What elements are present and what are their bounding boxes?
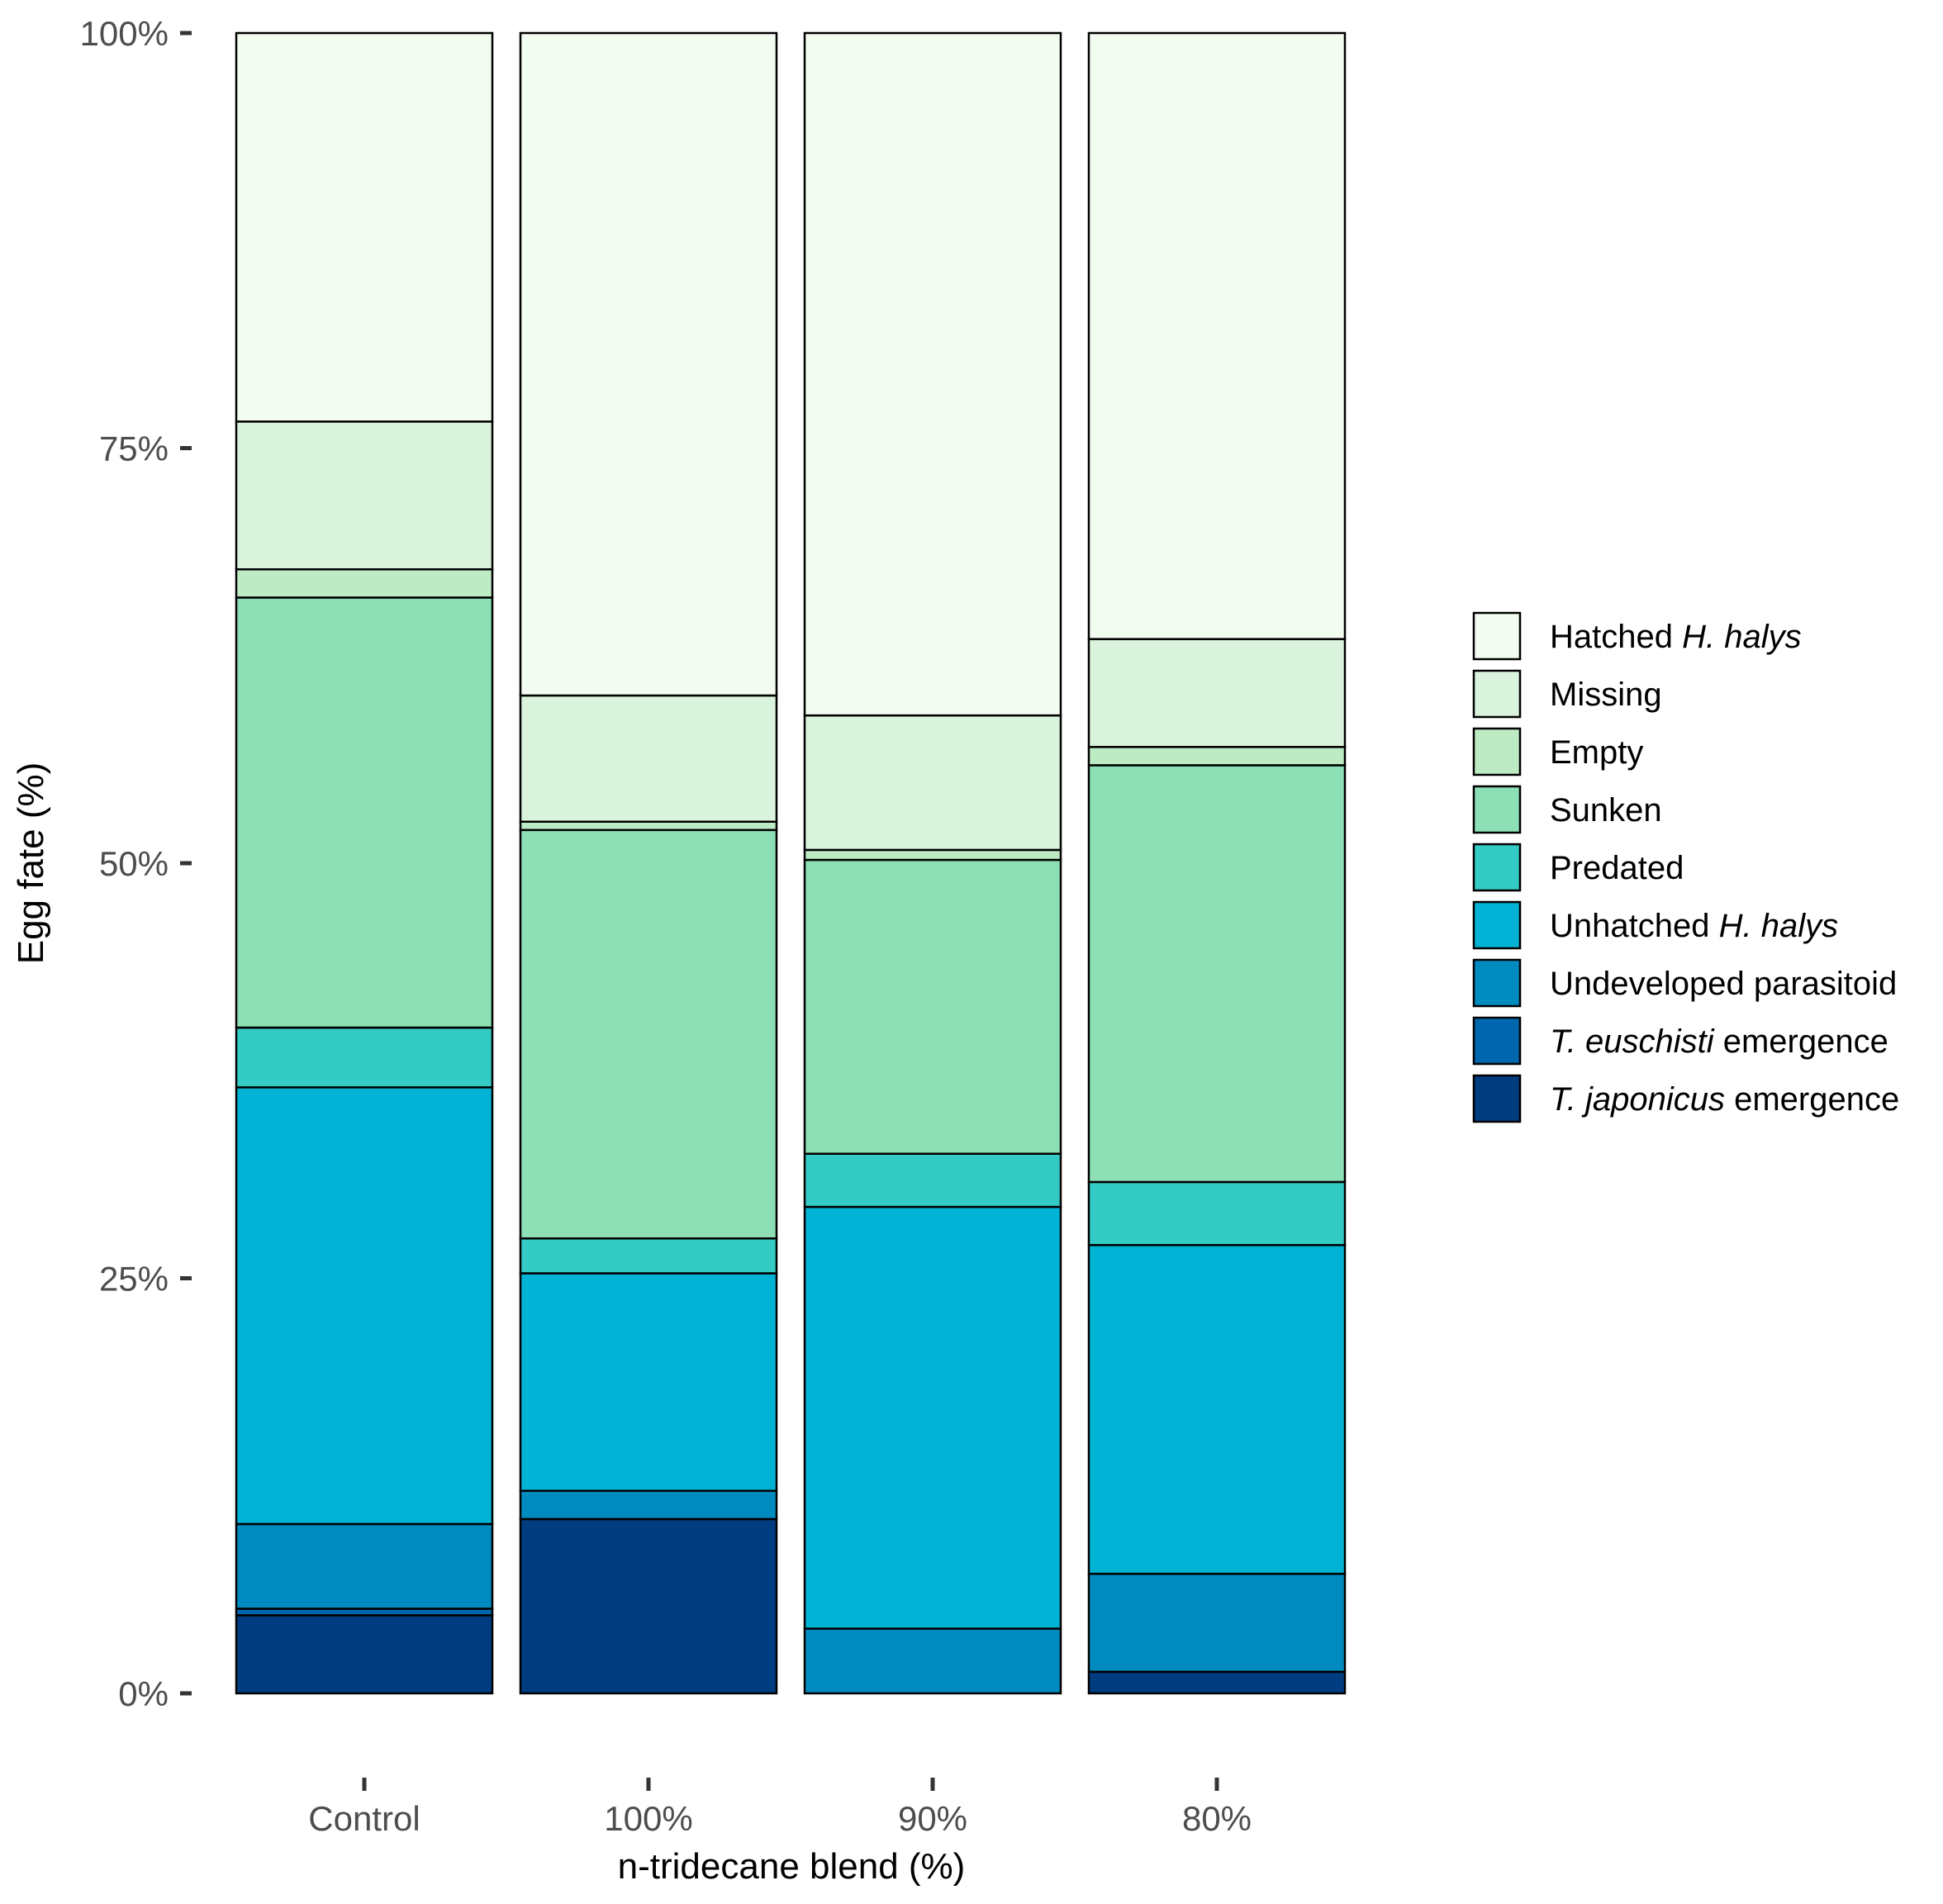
bar-segment [519, 1237, 778, 1275]
legend-item: Hatched H. halys [1472, 611, 1802, 661]
bar-segment [1087, 1573, 1347, 1674]
x-axis-title: n-tridecane blend (%) [618, 1846, 966, 1887]
bar-stack [519, 31, 778, 1695]
legend-label: Undeveloped parasitoid [1550, 966, 1897, 1002]
bar-segment [1087, 638, 1347, 748]
bar-segment [1087, 1244, 1347, 1575]
y-tick-label: 0% [118, 1674, 169, 1713]
legend-swatch [1472, 1074, 1522, 1123]
legend-item: Unhatched H. halys [1472, 900, 1838, 950]
legend-label: Empty [1550, 734, 1643, 771]
legend-swatch [1472, 900, 1522, 950]
legend-label: Unhatched H. halys [1550, 908, 1838, 944]
bar-segment [519, 829, 778, 1240]
legend-label: Hatched H. halys [1550, 619, 1802, 655]
bar-segment [235, 31, 494, 423]
bar-segment [235, 596, 494, 1029]
bar-segment [519, 1489, 778, 1521]
y-axis-title: Egg fate (%) [11, 762, 51, 965]
legend-swatch [1472, 785, 1522, 834]
bar-stack [235, 31, 494, 1695]
bar-segment [803, 848, 1062, 862]
bar-segment [235, 567, 494, 599]
bar-segment [1087, 746, 1347, 767]
bar-segment [803, 31, 1062, 717]
legend-swatch [1472, 958, 1522, 1008]
bars [235, 31, 1347, 1695]
legend-label: Sunken [1550, 792, 1662, 829]
x-tick-label: 80% [1182, 1799, 1252, 1838]
bar-segment [803, 1205, 1062, 1630]
bar-segment [1087, 1670, 1347, 1695]
bar-segment [1087, 31, 1347, 640]
legend-swatch [1472, 669, 1522, 719]
bar-segment [1087, 1180, 1347, 1246]
bar-segment [519, 31, 778, 697]
bar-segment [235, 1086, 494, 1526]
legend-swatch [1472, 1016, 1522, 1066]
legend-label: Missing [1550, 677, 1662, 713]
bar-segment [519, 694, 778, 823]
legend-swatch [1472, 843, 1522, 892]
legend-label: T. euschisti emergence [1550, 1023, 1888, 1060]
legend-item: Undeveloped parasitoid [1472, 958, 1897, 1008]
bar-segment [519, 1272, 778, 1493]
bar-segment [235, 1522, 494, 1610]
bar-segment [1087, 764, 1347, 1184]
legend-swatch [1472, 611, 1522, 661]
bar-stack [1087, 31, 1347, 1695]
legend-item: Missing [1472, 669, 1662, 719]
bar-segment [519, 820, 778, 832]
legend-item: T. japonicus emergence [1472, 1074, 1899, 1123]
legend: Hatched H. halys Missing Empty Sunken Predat… [1472, 611, 1899, 1123]
y-tick-label: 100% [80, 14, 169, 53]
bar-segment [235, 420, 494, 571]
bar-segment [803, 858, 1062, 1155]
bar-segment [803, 714, 1062, 852]
legend-item: Empty [1472, 727, 1643, 776]
legend-item: Predated [1472, 843, 1684, 892]
x-axis: Control 100% 90% 80% [308, 1778, 1252, 1838]
bar-segment [235, 1614, 494, 1695]
y-tick-label: 25% [99, 1260, 169, 1299]
bar-segment [235, 1026, 494, 1089]
y-tick-label: 50% [99, 844, 169, 883]
bar-segment [803, 1152, 1062, 1208]
legend-label: Predated [1550, 850, 1684, 886]
x-tick-label: 90% [898, 1799, 967, 1838]
bar-segment [519, 1517, 778, 1695]
x-tick-label: 100% [604, 1799, 692, 1838]
legend-swatch [1472, 727, 1522, 776]
bar-segment [803, 1627, 1062, 1695]
legend-item: T. euschisti emergence [1472, 1016, 1888, 1066]
x-tick-label: Control [308, 1799, 420, 1838]
y-axis: 0% 25% 50% 75% 100% [80, 14, 192, 1713]
legend-label: T. japonicus emergence [1550, 1081, 1899, 1118]
bar-stack [803, 31, 1062, 1695]
legend-item: Sunken [1472, 785, 1662, 834]
y-tick-label: 75% [99, 430, 169, 468]
